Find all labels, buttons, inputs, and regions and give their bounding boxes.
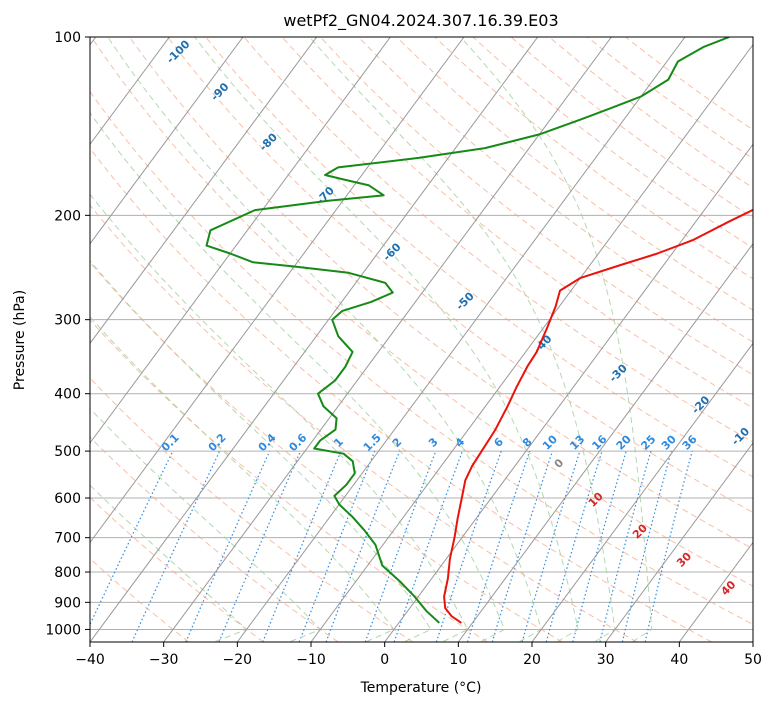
plot-area: 0.1 0.2 0.4 0.6 1 1.5 2 3 4 6 8 10 13 16 20 25 30 36-100-… (90, 37, 753, 642)
isotherm-lines (90, 37, 753, 642)
x-tick-label: 0 (380, 652, 389, 668)
plot-frame (89, 36, 754, 643)
moist-adiabat-line (90, 316, 395, 642)
x-tick-label: −20 (223, 652, 253, 668)
isotherm-line (90, 37, 391, 444)
moist-adiabat-line (90, 484, 248, 642)
y-tick-label: 200 (54, 208, 81, 224)
dry-adiabat-line (90, 90, 753, 626)
moist-adiabat-line (194, 37, 579, 642)
mixing-ratio-line (644, 450, 693, 642)
mixing-ratio-line (491, 450, 554, 642)
dry-adiabat-line (396, 37, 753, 311)
y-tick-label: 300 (54, 313, 81, 329)
y-axis-label: Pressure (hPa) (12, 290, 28, 390)
isotherm-line (457, 242, 753, 642)
isotherm-line (90, 37, 465, 544)
dry-adiabat-line (90, 496, 264, 642)
mixing-ratio-line (364, 450, 437, 642)
dry-adiabat-line (205, 37, 753, 478)
y-tick-label: 700 (54, 531, 81, 547)
dry-adiabat-line (548, 37, 753, 189)
isotherm-line (384, 143, 753, 642)
isotherm-line (605, 442, 753, 642)
sounding-series (205, 37, 753, 624)
mixing-ratio-line (131, 450, 221, 642)
dewpoint-line (205, 37, 730, 624)
y-tick-label: 800 (54, 565, 81, 581)
dry-adiabat-line (587, 37, 753, 160)
mixing-ratio-line (218, 450, 302, 642)
isotherm-line (236, 37, 686, 642)
x-tick-label: −40 (75, 652, 105, 668)
isotherm-line (90, 37, 539, 642)
dry-adiabat-line (167, 37, 753, 514)
x-tick-label: −10 (296, 652, 326, 668)
x-tick-label: 30 (597, 652, 615, 668)
mixing-ratio-line (521, 450, 581, 642)
moist-adiabat-line (90, 112, 506, 642)
moist-adiabat-line (90, 193, 469, 642)
isotherm-line (531, 342, 753, 642)
y-tick-label: 900 (54, 595, 81, 611)
dry-adiabat-line (90, 261, 563, 642)
y-tick-label: 1000 (45, 622, 81, 638)
x-tick-label: 50 (744, 652, 762, 668)
moist-adiabat-line (90, 407, 322, 642)
moist-adiabat-line (90, 260, 432, 642)
y-tick-label: 600 (54, 491, 81, 507)
dry-adiabat-lines (90, 37, 753, 642)
mixing-ratio-line (599, 450, 652, 642)
x-tick-label: 10 (449, 652, 467, 668)
y-tick-label: 100 (54, 30, 81, 46)
dry-adiabat-line (90, 147, 712, 642)
y-axis-ticks: 100 200 300 400 500 600 700 800 900 1000 (45, 30, 90, 638)
mixing-ratio-line (621, 450, 672, 642)
y-tick-label: 400 (54, 387, 81, 403)
isotherm-line (310, 43, 753, 642)
isotherm-line (90, 37, 318, 345)
moist-adiabat-lines (90, 37, 653, 642)
isotherm-line (90, 37, 170, 146)
y-tick-label: 500 (54, 444, 81, 460)
x-tick-label: 20 (523, 652, 541, 668)
x-axis-ticks: −40 −30 −20 −10 0 10 20 30 40 50 (75, 642, 762, 668)
dry-adiabat-line (90, 204, 638, 642)
temperature-line (443, 208, 753, 624)
moist-adiabat-line (107, 37, 542, 642)
x-tick-label: −30 (149, 652, 179, 668)
chart-title: wetPf2_GN04.2024.307.16.39.E03 (283, 11, 558, 31)
x-tick-label: 40 (670, 652, 688, 668)
dry-adiabat-line (129, 37, 753, 550)
isotherm-line (163, 37, 612, 642)
x-axis-label: Temperature (°C) (360, 680, 482, 696)
mixing-ratio-line (90, 450, 174, 626)
dry-adiabat-line (319, 37, 753, 376)
dry-adiabat-line (358, 37, 753, 343)
isotherm-line (90, 37, 244, 245)
mixing-ratio-line (466, 450, 531, 642)
dry-adiabat-line (90, 319, 488, 642)
dry-adiabat-line (90, 377, 414, 642)
moist-adiabat-line (460, 37, 653, 642)
dry-adiabat-line (90, 37, 753, 587)
dry-adiabat-line (510, 37, 753, 219)
moist-adiabat-line (309, 37, 616, 642)
